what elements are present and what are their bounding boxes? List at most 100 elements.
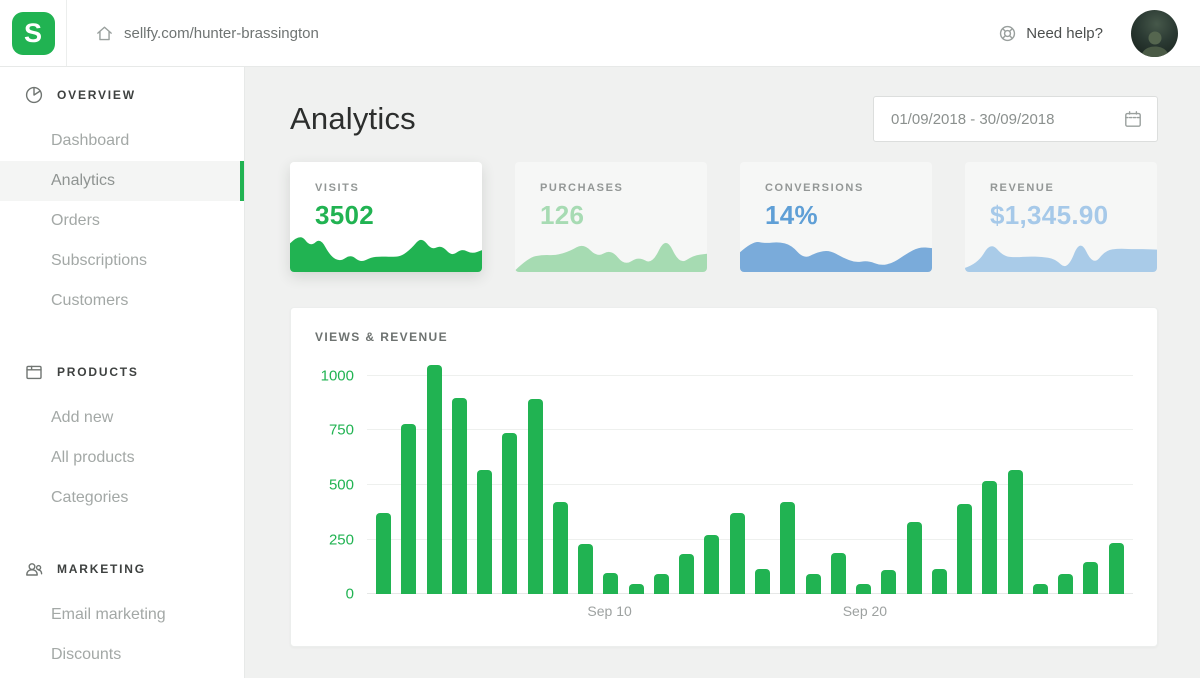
sidebar-item-customers[interactable]: Customers	[51, 292, 129, 309]
bar-sep-3	[426, 364, 442, 594]
main-content: Analytics 01/09/2018 - 30/09/2018 VISITS…	[245, 67, 1200, 678]
chart-title: VIEWS & REVENUE	[315, 330, 449, 344]
page-title: Analytics	[290, 101, 416, 136]
stat-cards-row: VISITS 3502 PURCHASES 126 CONVERSIONS 14% REVE…	[290, 162, 1158, 272]
sidebar-item-orders[interactable]: Orders	[51, 212, 100, 229]
gridline	[367, 374, 1133, 376]
bar-sep-30	[1108, 542, 1124, 594]
page-layout: OVERVIEW Dashboard Analytics Orders Subscrip…	[0, 67, 1200, 678]
home-icon	[97, 26, 112, 40]
stat-card-conversions[interactable]: CONVERSIONS 14%	[740, 162, 932, 272]
chart-x-axis: Sep 10 Sep 20	[367, 594, 1133, 628]
sellfy-logo[interactable]: S	[0, 0, 67, 66]
calendar-icon	[1125, 111, 1141, 127]
bar-sep-13	[679, 553, 695, 594]
y-tick-label: 750	[328, 421, 354, 439]
bar-sep-9	[578, 543, 594, 594]
topbar-main: sellfy.com/hunter-brassington Need help?	[67, 0, 1200, 66]
sidebar-item-dashboard[interactable]: Dashboard	[51, 132, 130, 149]
avatar-silhouette-icon	[1140, 31, 1169, 57]
x-tick-label-sep-20: Sep 20	[842, 603, 888, 619]
gridline	[367, 538, 1133, 540]
bar-sep-1	[376, 513, 391, 594]
bar-sep-25	[982, 480, 998, 594]
bar-sep-21	[881, 570, 897, 594]
stat-sparkline	[965, 245, 1157, 272]
date-range-picker[interactable]: 01/09/2018 - 30/09/2018	[873, 96, 1158, 142]
bar-sep-28	[1058, 574, 1074, 594]
bar-sep-15	[729, 513, 745, 594]
bar-sep-2	[401, 423, 417, 594]
bar-sep-29	[1083, 562, 1099, 594]
bar-sep-23	[931, 568, 947, 594]
chart-bars	[367, 354, 1133, 594]
sidebar-item-all-products[interactable]: All products	[51, 449, 135, 466]
lifebuoy-icon	[1000, 25, 1016, 41]
bar-sep-26	[1007, 469, 1023, 594]
x-tick-label-sep-10: Sep 10	[587, 603, 632, 619]
stat-label: CONVERSIONS	[765, 182, 864, 194]
sidebar-item-analytics[interactable]: Analytics	[0, 161, 244, 201]
gridline	[367, 483, 1133, 485]
sidebar-section-header-marketing: MARKETING	[0, 559, 244, 579]
stat-card-visits[interactable]: VISITS 3502	[290, 162, 482, 272]
stat-label: REVENUE	[990, 182, 1055, 194]
bar-sep-24	[957, 503, 973, 594]
stat-label: PURCHASES	[540, 182, 624, 194]
store-url-link[interactable]: sellfy.com/hunter-brassington	[95, 24, 319, 43]
sidebar: OVERVIEW Dashboard Analytics Orders Subscrip…	[0, 67, 245, 678]
views-revenue-chart-card: VIEWS & REVENUE 1000 750 500 250 0 Sep 10 Sep…	[290, 307, 1158, 647]
chart-y-axis: 1000 750 500 250 0	[315, 354, 367, 602]
store-url-text: sellfy.com/hunter-brassington	[124, 24, 319, 42]
date-range-value: 01/09/2018 - 30/09/2018	[891, 110, 1055, 128]
stat-value: 126	[540, 200, 585, 230]
bar-sep-18	[805, 574, 821, 594]
logo-letter: S	[23, 17, 42, 48]
sidebar-section-overview: OVERVIEW Dashboard Analytics Orders Subscrip…	[0, 85, 244, 321]
y-tick-label: 500	[328, 476, 354, 494]
bar-sep-22	[906, 522, 922, 594]
stat-label: VISITS	[315, 182, 360, 194]
y-tick-label: 1000	[320, 367, 354, 385]
stat-sparkline	[515, 242, 707, 272]
topbar: S sellfy.com/hunter-brassington Need hel…	[0, 0, 1200, 67]
sidebar-item-discounts[interactable]: Discounts	[51, 646, 122, 663]
chart-body: 1000 750 500 250 0	[315, 354, 1133, 603]
bar-sep-4	[451, 397, 467, 594]
sidebar-section-products: PRODUCTS Add new All products Categories	[0, 362, 244, 518]
avatar[interactable]	[1131, 9, 1178, 57]
y-tick-label: 250	[328, 531, 354, 548]
stat-card-purchases[interactable]: PURCHASES 126	[515, 162, 707, 272]
topbar-right: Need help?	[998, 9, 1178, 57]
bar-sep-17	[780, 502, 796, 594]
sidebar-item-categories[interactable]: Categories	[51, 489, 129, 506]
y-tick-label: 0	[345, 585, 354, 603]
sidebar-item-email-marketing[interactable]: Email marketing	[51, 606, 166, 623]
sellfy-logo-mark: S	[11, 11, 55, 55]
bar-sep-10	[603, 573, 619, 594]
bar-sep-12	[653, 574, 669, 594]
stat-value: 3502	[315, 200, 375, 230]
stat-card-revenue[interactable]: REVENUE $1,345.90	[965, 162, 1157, 272]
stat-sparkline	[740, 241, 932, 272]
main-header: Analytics 01/09/2018 - 30/09/2018	[290, 96, 1158, 142]
sidebar-item-add-new[interactable]: Add new	[51, 409, 114, 426]
product-box-icon	[26, 365, 42, 380]
sidebar-section-header-products: PRODUCTS	[0, 362, 244, 382]
gridline	[367, 593, 1133, 594]
pie-chart-icon	[25, 86, 43, 104]
bar-sep-14	[704, 535, 720, 594]
sidebar-section-header-overview: OVERVIEW	[0, 85, 244, 105]
bar-sep-6	[502, 432, 518, 594]
bar-sep-11	[628, 584, 644, 594]
people-icon	[26, 563, 43, 576]
stat-sparkline	[290, 237, 482, 272]
bar-sep-16	[754, 568, 770, 594]
gridline	[367, 429, 1133, 431]
sidebar-item-subscriptions[interactable]: Subscriptions	[51, 252, 148, 269]
need-help-label: Need help?	[1026, 24, 1103, 42]
bar-sep-7	[527, 398, 543, 594]
bar-sep-8	[552, 502, 568, 594]
need-help-button[interactable]: Need help?	[998, 24, 1103, 43]
stat-value: $1,345.90	[990, 200, 1109, 230]
